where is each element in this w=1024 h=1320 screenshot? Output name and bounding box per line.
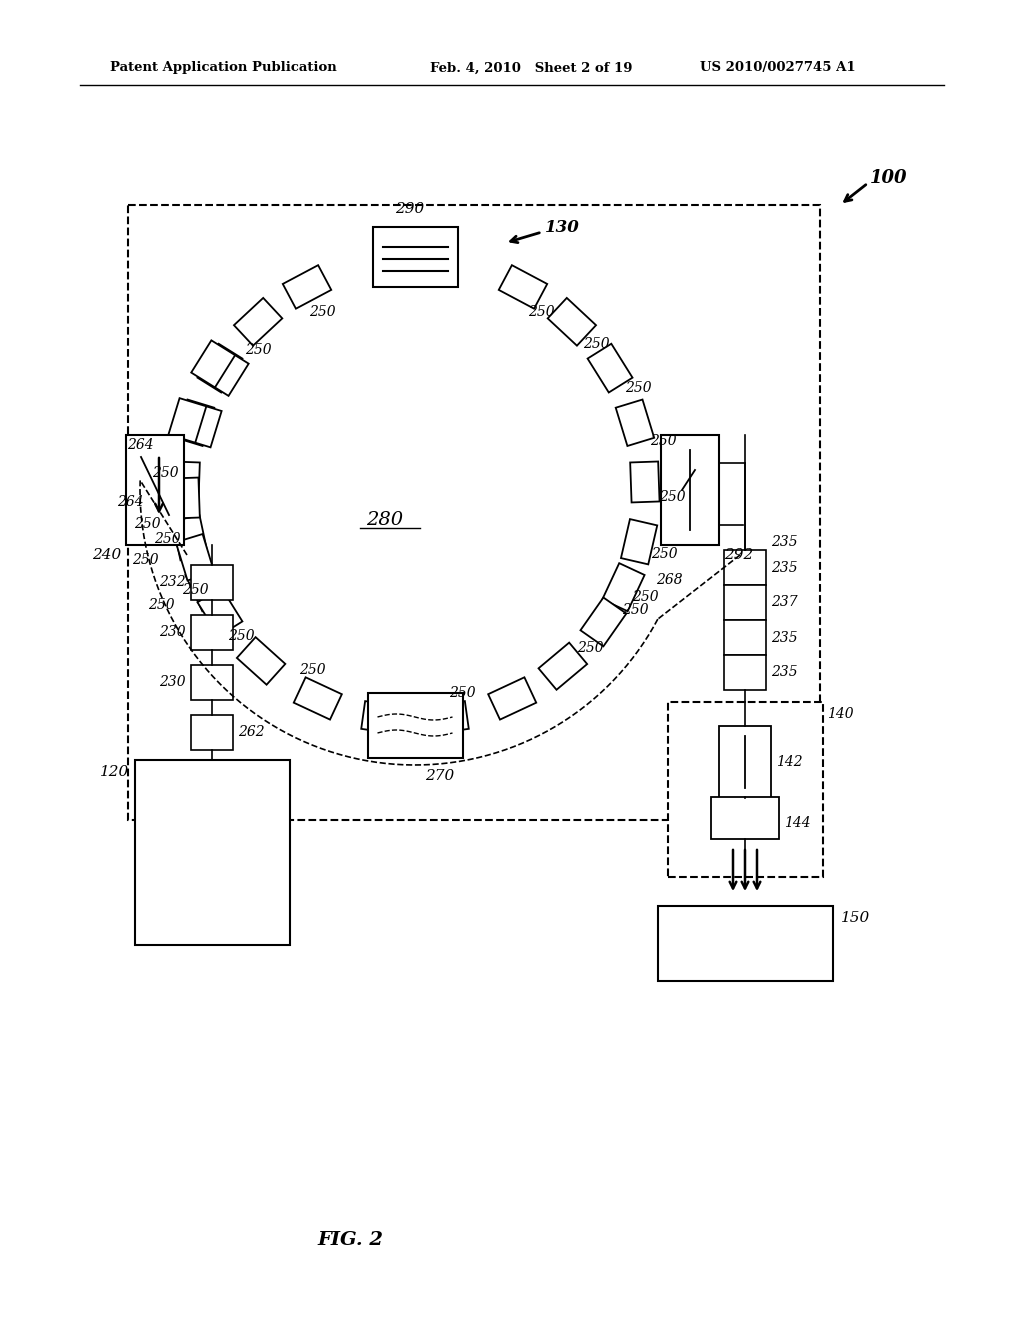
Bar	[724, 550, 766, 585]
Text: 237: 237	[771, 595, 798, 610]
Text: 230: 230	[160, 626, 186, 639]
Text: 250: 250	[299, 664, 326, 677]
Bar	[176, 400, 214, 446]
Text: 268: 268	[656, 573, 683, 587]
Bar	[711, 797, 779, 840]
Bar	[488, 677, 537, 719]
Text: 120: 120	[100, 766, 129, 779]
Text: 250: 250	[632, 590, 658, 605]
Bar	[294, 677, 342, 719]
Bar	[615, 400, 654, 446]
Text: 240: 240	[92, 548, 121, 562]
Bar	[169, 399, 207, 442]
Text: 250: 250	[578, 642, 604, 655]
Bar	[172, 515, 208, 560]
Bar	[719, 726, 771, 799]
Text: 144: 144	[784, 816, 811, 830]
Text: 140: 140	[827, 708, 854, 721]
Text: 262: 262	[238, 726, 264, 739]
Bar	[134, 760, 290, 945]
Text: 100: 100	[870, 169, 907, 187]
Text: 235: 235	[771, 535, 798, 549]
Text: 250: 250	[152, 466, 178, 479]
Text: 130: 130	[545, 219, 580, 236]
Text: 250: 250	[449, 686, 475, 700]
Bar	[283, 265, 331, 309]
Text: 230: 230	[160, 676, 186, 689]
Text: 250: 250	[132, 553, 159, 566]
Text: Feb. 4, 2010   Sheet 2 of 19: Feb. 4, 2010 Sheet 2 of 19	[430, 62, 633, 74]
Text: 142: 142	[776, 755, 803, 770]
Bar	[373, 227, 458, 286]
Text: 250: 250	[245, 343, 271, 356]
Bar	[662, 436, 719, 545]
Text: 250: 250	[623, 603, 649, 616]
Bar	[630, 462, 659, 503]
Bar	[361, 701, 404, 734]
Bar	[602, 564, 644, 611]
Text: 264: 264	[117, 495, 143, 510]
Text: 250: 250	[181, 583, 208, 597]
Bar	[724, 585, 766, 620]
Text: 250: 250	[584, 337, 610, 351]
Bar	[657, 906, 833, 981]
Bar	[724, 655, 766, 690]
Bar	[581, 598, 627, 647]
Text: 250: 250	[308, 305, 335, 319]
Bar	[724, 620, 766, 655]
Bar	[191, 615, 233, 649]
Text: 250: 250	[659, 490, 686, 504]
Bar	[183, 403, 221, 447]
Bar	[368, 693, 463, 758]
Text: 292: 292	[724, 548, 754, 562]
Text: 235: 235	[771, 631, 798, 644]
Bar	[198, 587, 243, 636]
Bar	[191, 565, 233, 601]
Text: 250: 250	[154, 532, 180, 546]
Bar	[425, 701, 469, 734]
Text: 280: 280	[367, 511, 403, 529]
Text: 290: 290	[395, 202, 425, 216]
Text: 250: 250	[651, 546, 678, 561]
Bar	[548, 298, 596, 346]
Bar	[191, 715, 233, 750]
Text: 250: 250	[649, 434, 676, 447]
Text: 235: 235	[771, 561, 798, 574]
Text: US 2010/0027745 A1: US 2010/0027745 A1	[700, 62, 856, 74]
Bar	[191, 665, 233, 700]
Bar	[233, 298, 283, 346]
Text: 250: 250	[227, 628, 254, 643]
Bar	[176, 535, 214, 581]
Bar	[170, 478, 200, 519]
Bar	[191, 341, 236, 387]
Text: 264: 264	[127, 438, 154, 451]
Text: 150: 150	[841, 911, 869, 925]
Text: 235: 235	[771, 665, 798, 680]
Bar	[126, 436, 184, 545]
Bar	[185, 564, 227, 611]
Bar	[668, 702, 822, 876]
Bar	[588, 343, 633, 392]
Text: 250: 250	[148, 598, 175, 612]
Bar	[170, 462, 200, 503]
Text: 270: 270	[425, 768, 455, 783]
Text: 232: 232	[160, 576, 186, 590]
Bar	[205, 348, 249, 396]
Text: 250: 250	[527, 305, 554, 319]
Bar	[198, 343, 243, 392]
Bar	[499, 265, 547, 309]
Bar	[237, 638, 286, 685]
Text: 250: 250	[625, 381, 651, 395]
Bar	[539, 643, 587, 690]
Text: 250: 250	[134, 517, 161, 531]
Bar	[621, 519, 657, 565]
Text: FIG. 2: FIG. 2	[317, 1232, 383, 1249]
Text: Patent Application Publication: Patent Application Publication	[110, 62, 337, 74]
